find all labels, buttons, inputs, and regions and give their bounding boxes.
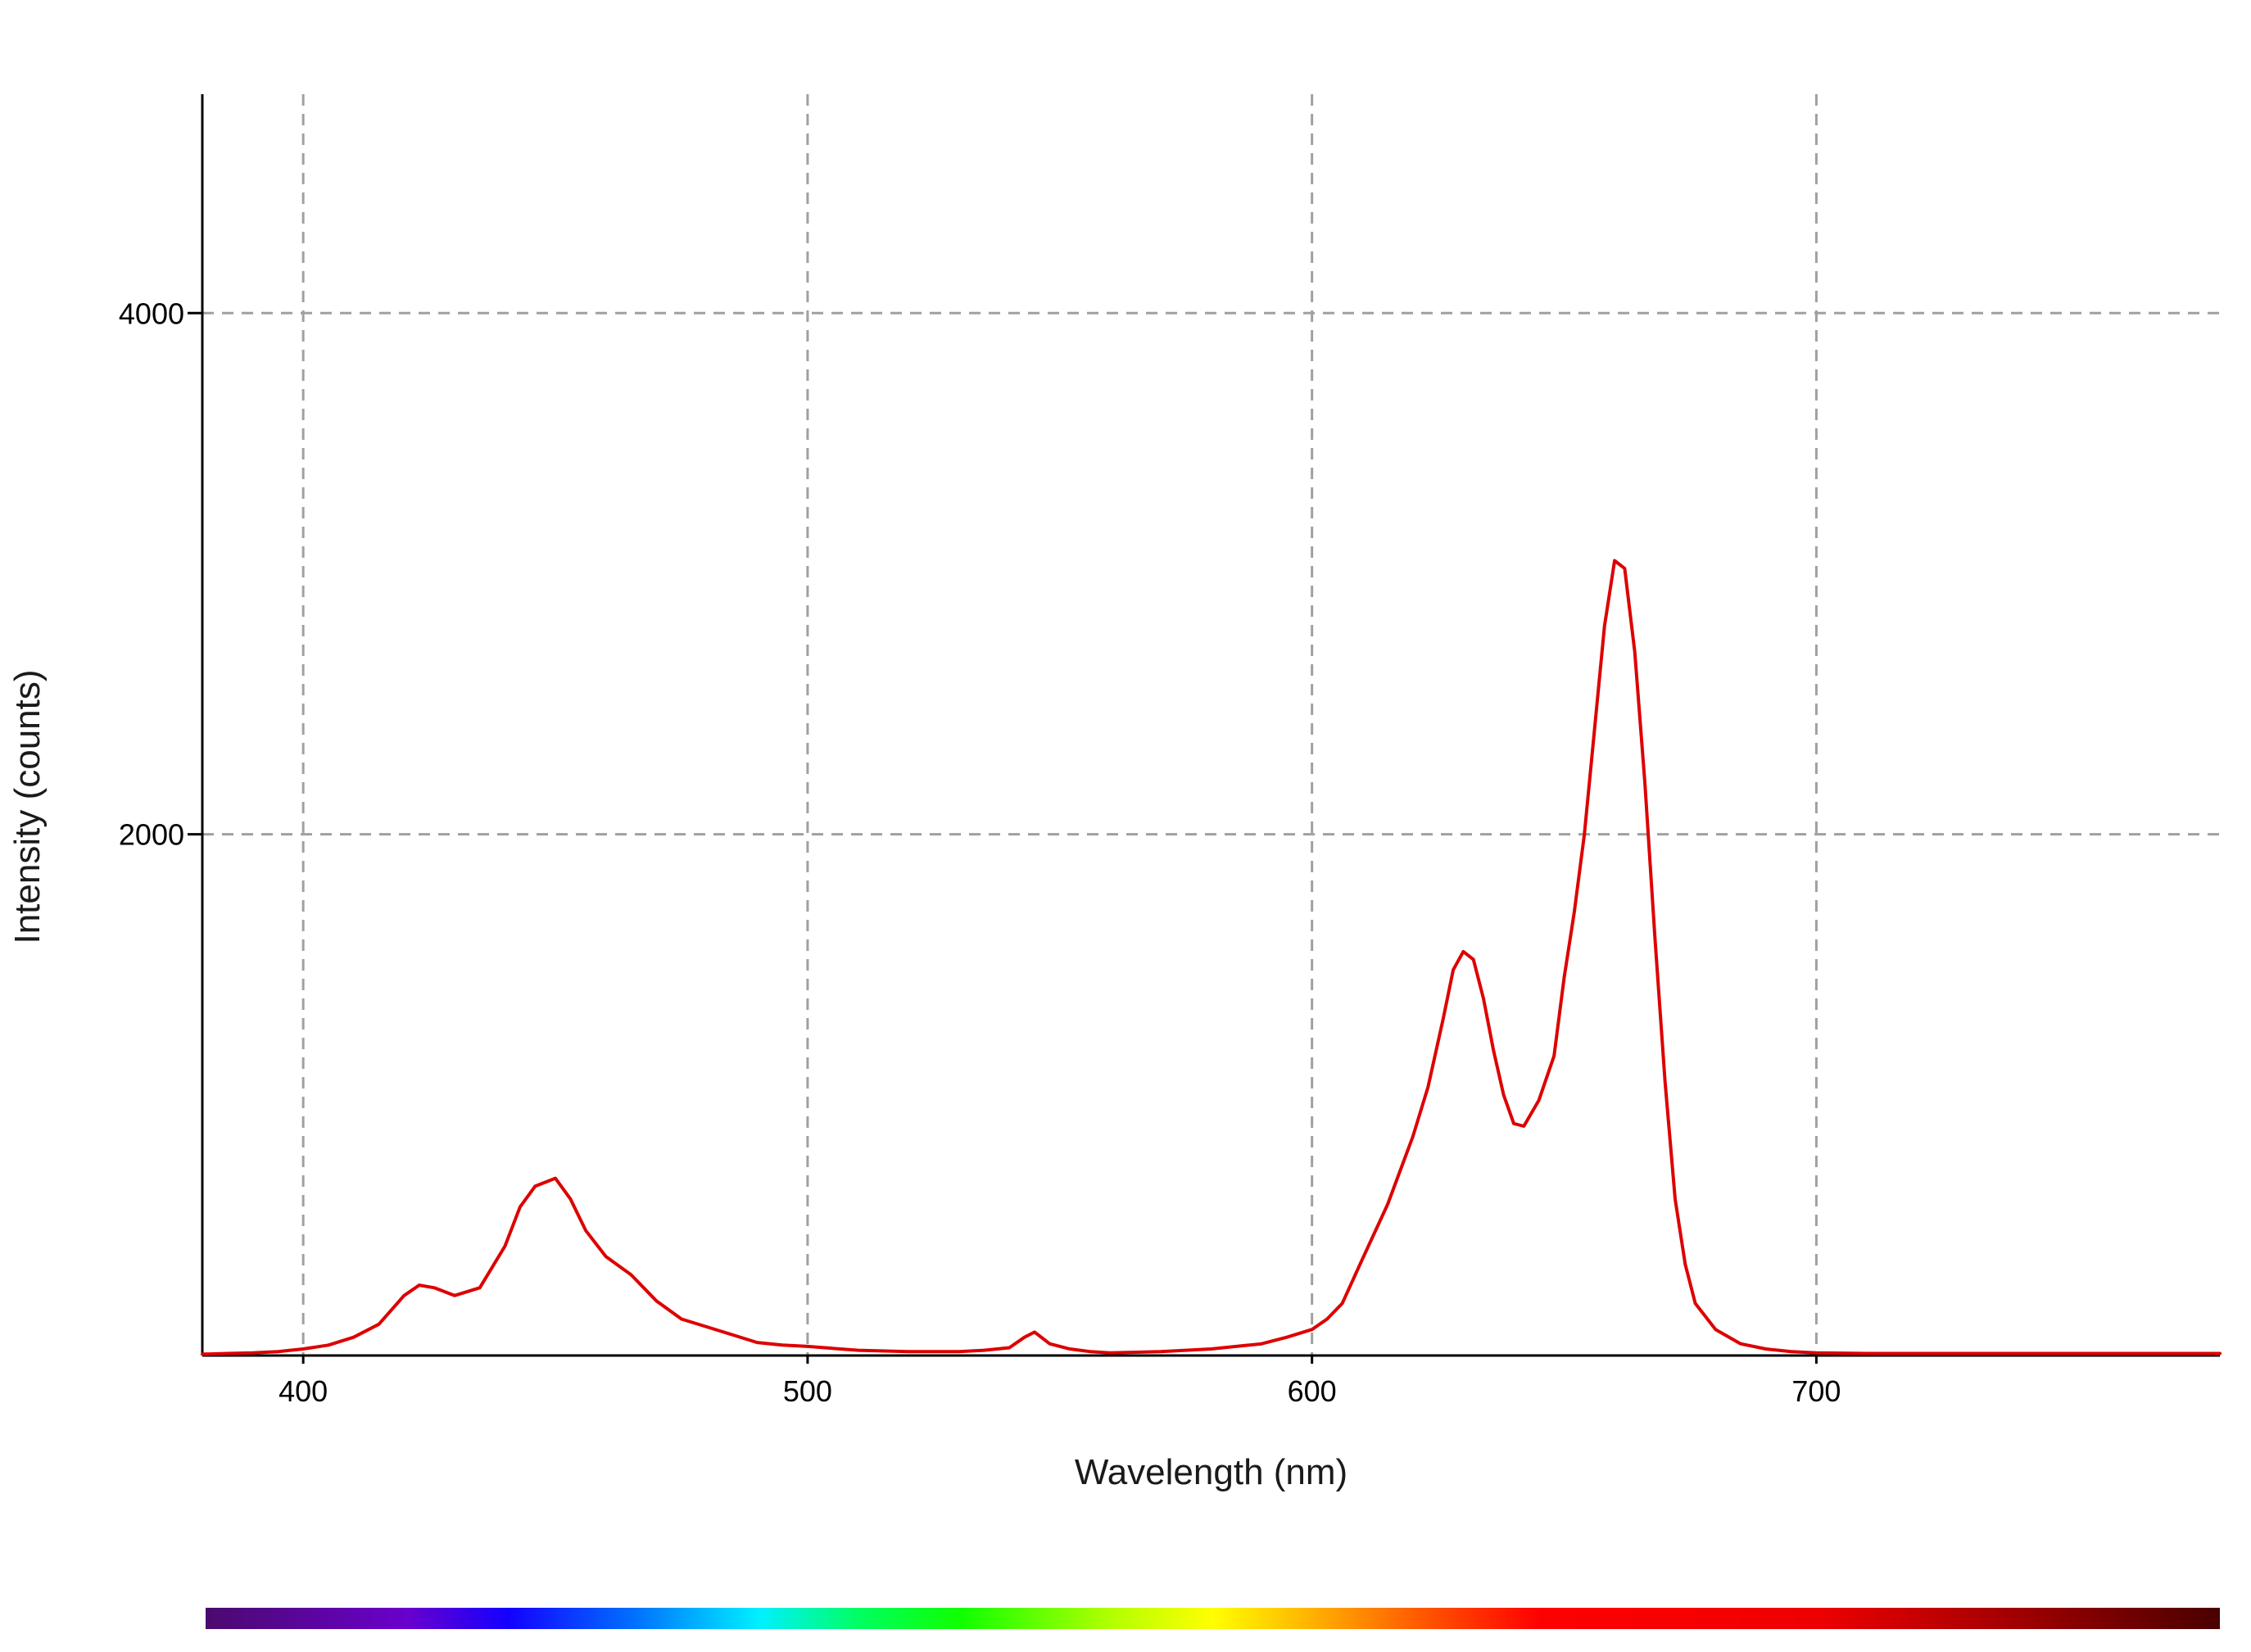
x-tick-label: 400: [279, 1374, 328, 1408]
x-tick-label: 600: [1288, 1374, 1337, 1408]
y-gridlines: [202, 311, 2220, 836]
y-tick-label: 2000: [119, 818, 184, 852]
y-axis-ticks: 2000 4000: [119, 296, 202, 852]
y-axis-title: Intensity (counts): [7, 669, 48, 944]
y-tick-label: 4000: [119, 296, 184, 330]
x-tick-label: 500: [783, 1374, 832, 1408]
x-gridlines: [301, 94, 1818, 1356]
spectrum-series-line: [201, 559, 2222, 1356]
x-tick-label: 700: [1791, 1374, 1841, 1408]
series-layer: [201, 559, 2222, 1356]
x-axis-title: Wavelength (nm): [1075, 1452, 1347, 1492]
wavelength-color-bar: [206, 1608, 2220, 1629]
x-axis-ticks: 400 500 600 700: [279, 1356, 1841, 1408]
